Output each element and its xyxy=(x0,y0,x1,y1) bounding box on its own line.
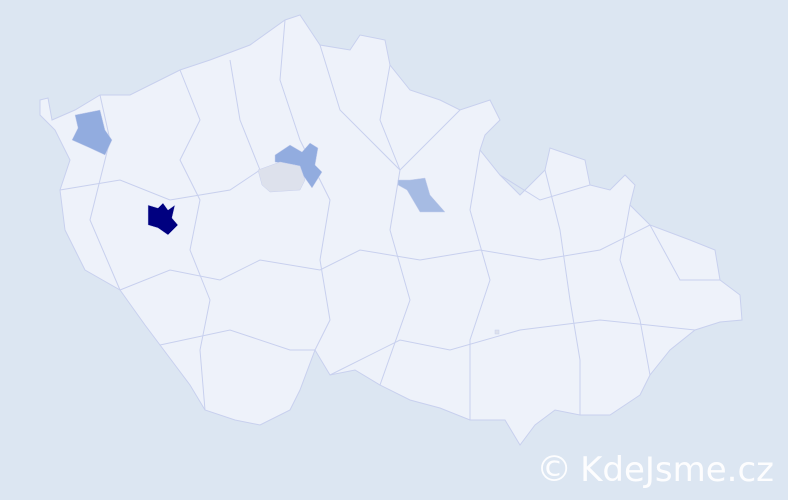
watermark: © KdeJsme.cz xyxy=(536,449,774,490)
district-highlight-pale-prague[interactable] xyxy=(257,161,306,193)
watermark-text: KdeJsme.cz xyxy=(580,449,774,490)
district-highlight-strong[interactable] xyxy=(147,202,179,236)
district-borders xyxy=(59,19,720,420)
copyright-icon: © xyxy=(536,449,573,490)
district-highlight-medium-west[interactable] xyxy=(71,109,113,156)
district-highlight-light-east[interactable] xyxy=(397,177,446,213)
country-outline xyxy=(39,14,743,446)
district-highlight-tiny[interactable] xyxy=(494,329,500,335)
